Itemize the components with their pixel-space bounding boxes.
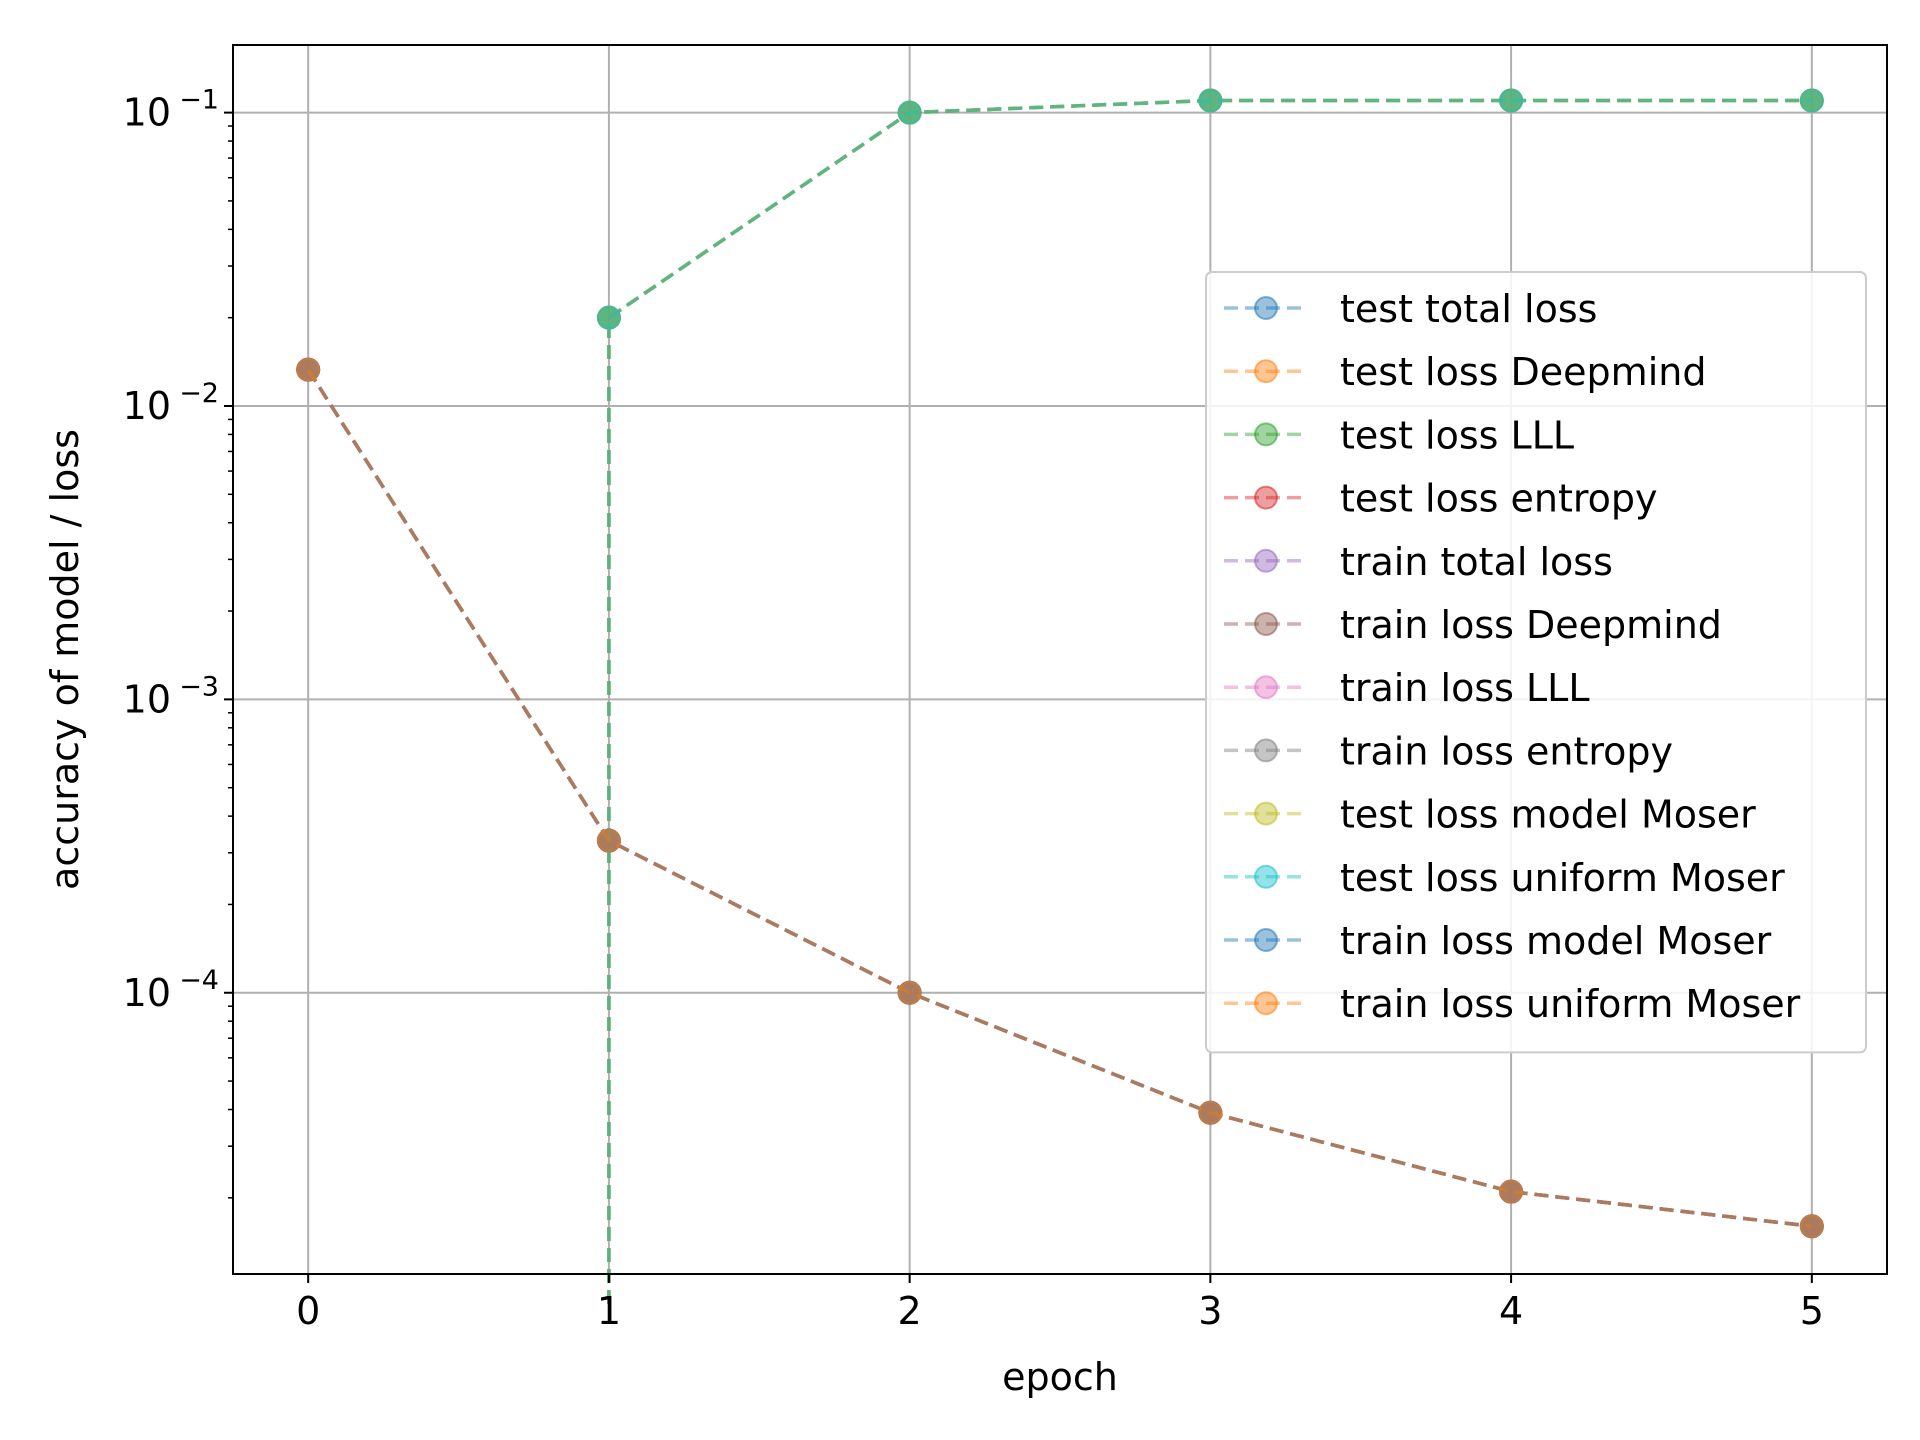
legend-item: train loss entropy (1224, 729, 1673, 773)
legend-marker (1254, 296, 1278, 320)
series-line (607, 98, 1812, 1304)
series-line (306, 368, 1813, 1228)
legend-label: train loss LLL (1340, 666, 1590, 710)
series-line (607, 98, 1812, 1304)
data-point (1499, 1179, 1524, 1204)
legend-item: train loss Deepmind (1224, 603, 1722, 647)
series-line (306, 368, 1813, 1228)
y-tick-label: 10 (123, 971, 171, 1015)
y-tick-label: 10 (123, 91, 171, 135)
legend-label: test loss Deepmind (1340, 350, 1706, 394)
legend-marker (1254, 801, 1278, 826)
legend-label: test loss uniform Moser (1340, 856, 1785, 900)
legend-item: test loss entropy (1224, 477, 1658, 521)
legend-label: train loss Deepmind (1340, 603, 1722, 647)
data-point (1198, 1100, 1223, 1125)
legend-item: test total loss (1224, 287, 1597, 331)
plot-frame (232, 44, 1888, 1275)
legend-marker (1254, 548, 1278, 573)
series-line (607, 98, 1812, 1304)
y-tick-exponent: −2 (179, 378, 219, 409)
legend-item: test loss model Moser (1224, 793, 1756, 837)
data-point (1499, 88, 1524, 113)
legend-label: test loss model Moser (1340, 793, 1756, 837)
x-tick-label: 0 (296, 1289, 320, 1333)
legend-marker (1254, 991, 1278, 1016)
x-tick-label: 5 (1800, 1289, 1824, 1333)
ticks: 0 1 2 3 4 5 10 −1 10 −2 10 −3 10 −4 (123, 85, 1824, 1333)
legend-marker (1254, 612, 1278, 636)
legend-item: train loss LLL (1224, 666, 1590, 710)
series-line (306, 368, 1813, 1228)
legend-label: train total loss (1340, 540, 1613, 584)
series-test-loss-uniform-moser (596, 88, 1824, 1304)
x-tick-label: 4 (1499, 1289, 1523, 1333)
legend-item: test loss Deepmind (1224, 350, 1706, 394)
series-test-loss-model-moser (596, 88, 1824, 1304)
series-layer (296, 88, 1824, 1304)
legend-marker (1254, 675, 1278, 700)
legend-item: train loss model Moser (1224, 919, 1772, 963)
x-tick-label: 1 (597, 1289, 621, 1333)
series-line (607, 98, 1812, 1304)
x-axis-label: epoch (1002, 1355, 1118, 1399)
legend-label: train loss entropy (1340, 729, 1673, 773)
series-line (306, 368, 1813, 1228)
series-train-loss-lll (296, 357, 1824, 1239)
legend-item: test loss LLL (1224, 413, 1574, 457)
data-point (1799, 88, 1824, 113)
y-tick-exponent: −3 (179, 671, 219, 702)
legend-label: test loss LLL (1340, 413, 1574, 457)
legend-marker (1254, 359, 1278, 384)
y-tick-exponent: −4 (179, 965, 219, 996)
legend-marker (1254, 864, 1278, 889)
x-tick-label: 3 (1198, 1289, 1222, 1333)
legend-label: test total loss (1340, 287, 1597, 331)
series-line (306, 368, 1813, 1228)
series-train-loss-deepmind (296, 357, 1824, 1239)
legend-item: test loss uniform Moser (1224, 856, 1785, 900)
data-point (897, 980, 922, 1005)
legend-marker (1254, 738, 1278, 763)
y-axis-label: accuracy of model / loss (43, 429, 87, 890)
legend-label: train loss uniform Moser (1340, 982, 1801, 1026)
data-point (1799, 1214, 1824, 1239)
legend-label: train loss model Moser (1340, 919, 1772, 963)
series-line (306, 368, 1813, 1228)
legend: test total loss test loss Deepmind test lo… (1205, 271, 1867, 1054)
series-train-loss-uniform-moser (296, 357, 1824, 1239)
x-tick-label: 2 (898, 1289, 922, 1333)
data-point (897, 100, 922, 125)
legend-item: train loss uniform Moser (1224, 982, 1801, 1026)
y-tick-label: 10 (123, 384, 171, 428)
data-point (1198, 88, 1223, 113)
series-line (306, 368, 1813, 1228)
data-point (596, 828, 621, 853)
legend-box (1205, 271, 1867, 1054)
y-tick-label: 10 (123, 677, 171, 721)
y-tick-exponent: −1 (179, 85, 219, 116)
legend-item: train total loss (1224, 540, 1613, 584)
legend-marker (1254, 928, 1278, 952)
legend-marker (1254, 422, 1278, 447)
data-point (596, 305, 621, 330)
series-line (607, 98, 1812, 1304)
data-point (296, 357, 321, 382)
legend-marker (1254, 485, 1278, 510)
legend-label: test loss entropy (1340, 477, 1658, 521)
